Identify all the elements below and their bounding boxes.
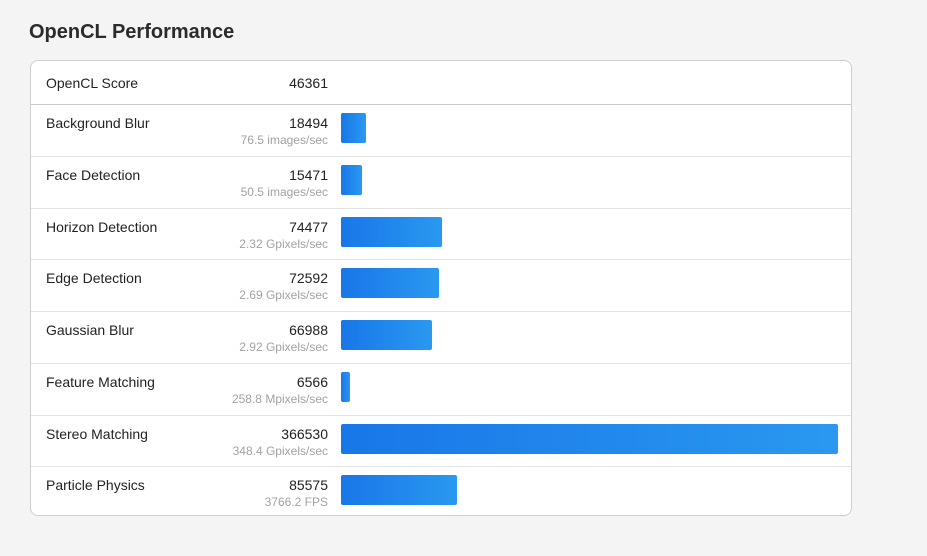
test-row: Face Detection 15471 50.5 images/sec <box>31 157 851 209</box>
test-name: Stereo Matching <box>46 425 148 442</box>
test-row: Horizon Detection 74477 2.32 Gpixels/sec <box>31 209 851 261</box>
bar-track <box>341 164 838 195</box>
test-name: Particle Physics <box>46 477 145 494</box>
test-row: Edge Detection 72592 2.69 Gpixels/sec <box>31 260 851 312</box>
score-bar <box>341 268 439 299</box>
test-rate: 2.92 Gpixels/sec <box>239 340 328 354</box>
bar-track <box>341 320 838 350</box>
test-name: Edge Detection <box>46 270 142 287</box>
score-bar <box>341 113 366 143</box>
opencl-score-row: OpenCL Score 46361 <box>31 61 851 105</box>
test-rate: 50.5 images/sec <box>240 184 328 199</box>
test-score: 74477 <box>289 218 328 235</box>
test-score: 366530 <box>281 425 328 442</box>
score-bar <box>341 216 442 247</box>
bar-track <box>341 371 838 402</box>
test-rate: 258.8 Mpixels/sec <box>231 391 328 406</box>
test-score: 6566 <box>296 373 328 390</box>
score-bar <box>341 423 838 454</box>
score-bar <box>341 371 350 402</box>
test-rate: 348.4 Gpixels/sec <box>232 443 328 458</box>
test-score: 85575 <box>289 477 328 494</box>
test-score: 72592 <box>289 270 328 287</box>
test-row: Stereo Matching 366530 348.4 Gpixels/sec <box>31 416 851 468</box>
page-title: OpenCL Performance <box>29 21 235 43</box>
test-rate: 76.5 images/sec <box>240 133 328 147</box>
test-score: 66988 <box>289 322 328 338</box>
test-rate: 3766.2 FPS <box>264 495 328 510</box>
bar-track <box>341 423 838 454</box>
test-rate: 2.32 Gpixels/sec <box>239 236 328 251</box>
test-name: Face Detection <box>46 166 141 183</box>
bar-track <box>341 113 838 143</box>
test-name: Gaussian Blur <box>46 322 134 338</box>
test-score: 15471 <box>289 166 328 183</box>
test-row: Gaussian Blur 66988 2.92 Gpixels/sec <box>31 312 851 364</box>
score-value: 46361 <box>289 75 328 91</box>
test-name: Feature Matching <box>46 373 155 390</box>
test-row: Background Blur 18494 76.5 images/sec <box>31 105 851 157</box>
score-bar <box>341 320 432 350</box>
score-bar <box>341 475 457 506</box>
test-row: Feature Matching 6566 258.8 Mpixels/sec <box>31 364 851 416</box>
score-label: OpenCL Score <box>46 75 139 91</box>
score-bar <box>341 164 362 195</box>
test-rate: 2.69 Gpixels/sec <box>239 288 328 303</box>
results-card: OpenCL Score 46361 Background Blur 18494… <box>30 60 852 516</box>
bar-track <box>341 268 838 299</box>
test-name: Horizon Detection <box>46 218 158 235</box>
test-score: 18494 <box>289 115 328 131</box>
bar-track <box>341 475 838 506</box>
test-row: Particle Physics 85575 3766.2 FPS <box>31 467 851 515</box>
bar-track <box>341 216 838 247</box>
test-name: Background Blur <box>46 115 150 131</box>
